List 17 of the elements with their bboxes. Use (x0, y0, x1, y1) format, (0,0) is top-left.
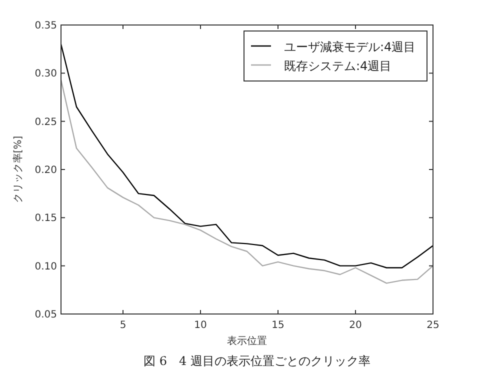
y-tick-label: 0.25 (34, 116, 57, 128)
x-tick-label: 10 (194, 320, 207, 331)
caption: 図 6 4 週目の表示位置ごとのクリック率 (144, 354, 370, 368)
x-tick-label: 15 (272, 320, 284, 331)
y-tick-label: 0.35 (34, 20, 57, 32)
x-axis-title: 表示位置 (227, 335, 267, 347)
y-tick-label: 0.10 (34, 261, 57, 272)
y-tick-label: 0.30 (34, 68, 57, 80)
y-tick-label: 0.20 (34, 165, 57, 176)
y-tick-label: 0.15 (34, 213, 57, 224)
y-axis-title: クリック率[%] (12, 136, 24, 204)
x-tick-label: 25 (426, 320, 440, 331)
x-tick-label: 5 (120, 320, 126, 331)
y-tick-label: 0.05 (34, 310, 57, 320)
x-tick-label: 20 (349, 320, 362, 331)
legend-label: 既存システム:4週目 (284, 59, 392, 73)
legend-label: ユーザ減衰モデル:4週目 (284, 40, 416, 54)
